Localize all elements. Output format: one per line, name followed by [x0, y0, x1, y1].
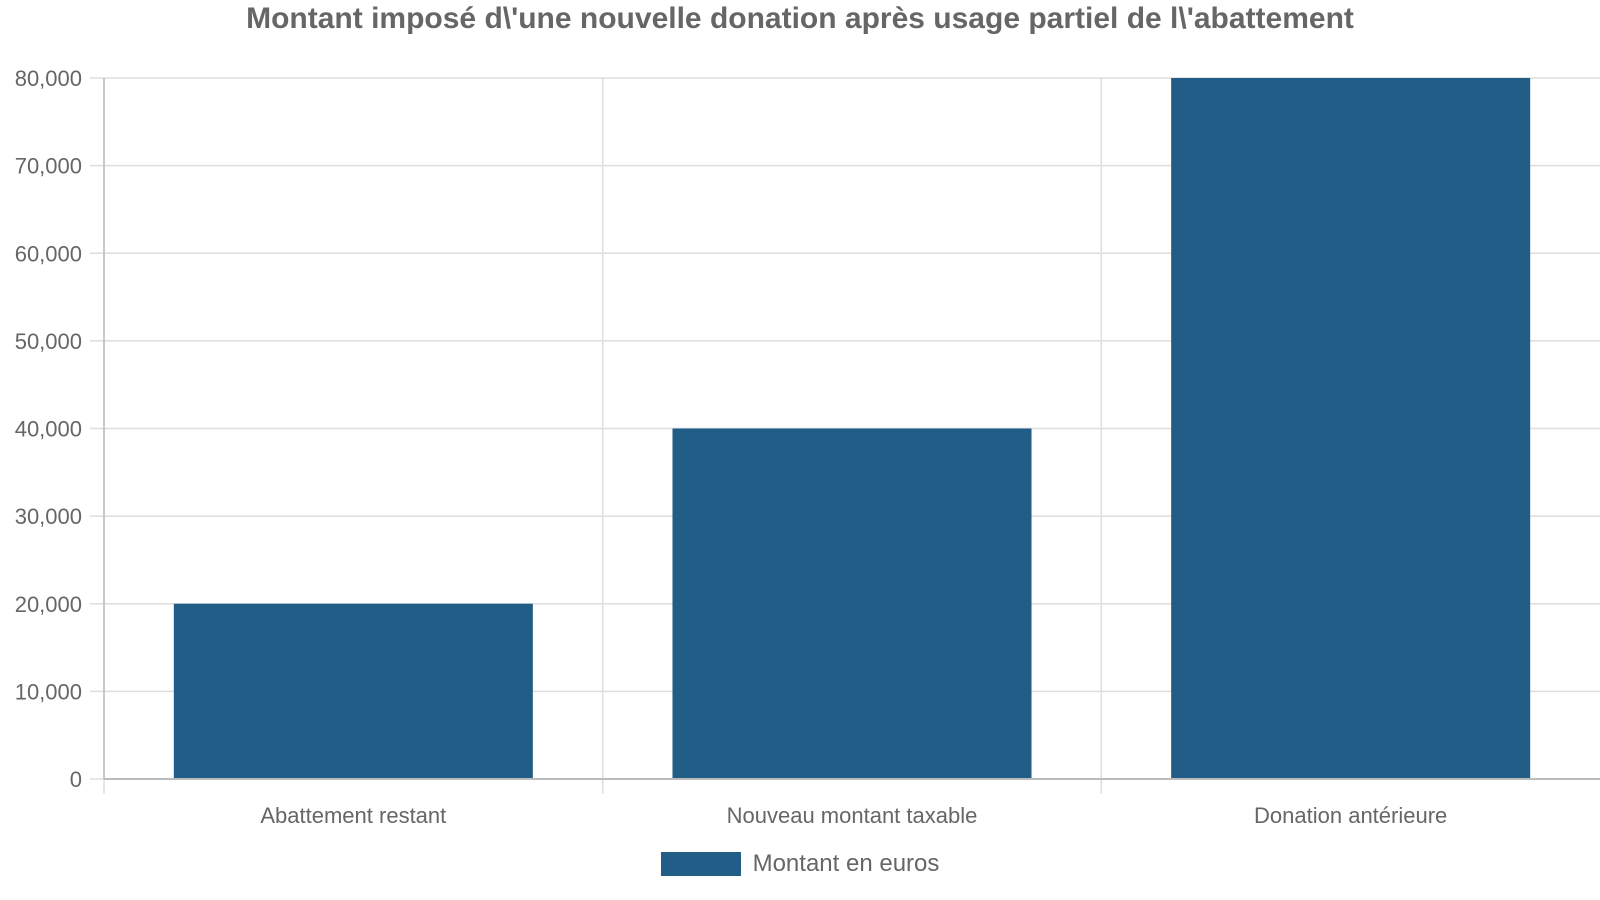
- y-tick-label: 20,000: [15, 592, 82, 617]
- chart-title: Montant imposé d\'une nouvelle donation …: [246, 2, 1354, 35]
- bar: [1171, 78, 1531, 779]
- y-tick-label: 70,000: [15, 154, 82, 179]
- legend-label: Montant en euros: [752, 850, 940, 877]
- y-tick-label: 10,000: [15, 679, 82, 704]
- y-tick-label: 30,000: [15, 504, 82, 529]
- x-tick-label: Donation antérieure: [1254, 803, 1447, 828]
- bar: [173, 603, 533, 779]
- bar: [672, 428, 1032, 779]
- y-tick-label: 40,000: [15, 417, 82, 442]
- y-tick-label: 60,000: [15, 241, 82, 266]
- bar-layer: [173, 78, 1531, 779]
- legend: Montant en euros: [0, 850, 1600, 878]
- legend-swatch: [660, 852, 741, 876]
- axis-layer: 0 10,000 20,000 30,000 40,000 50,000 60,000 70,…: [15, 66, 1600, 828]
- y-tick-label: 0: [70, 767, 82, 792]
- x-tick-label: Abattement restant: [260, 803, 446, 828]
- y-tick-label: 80,000: [15, 66, 82, 91]
- y-tick-label: 50,000: [15, 329, 82, 354]
- x-tick-label: Nouveau montant taxable: [727, 803, 978, 828]
